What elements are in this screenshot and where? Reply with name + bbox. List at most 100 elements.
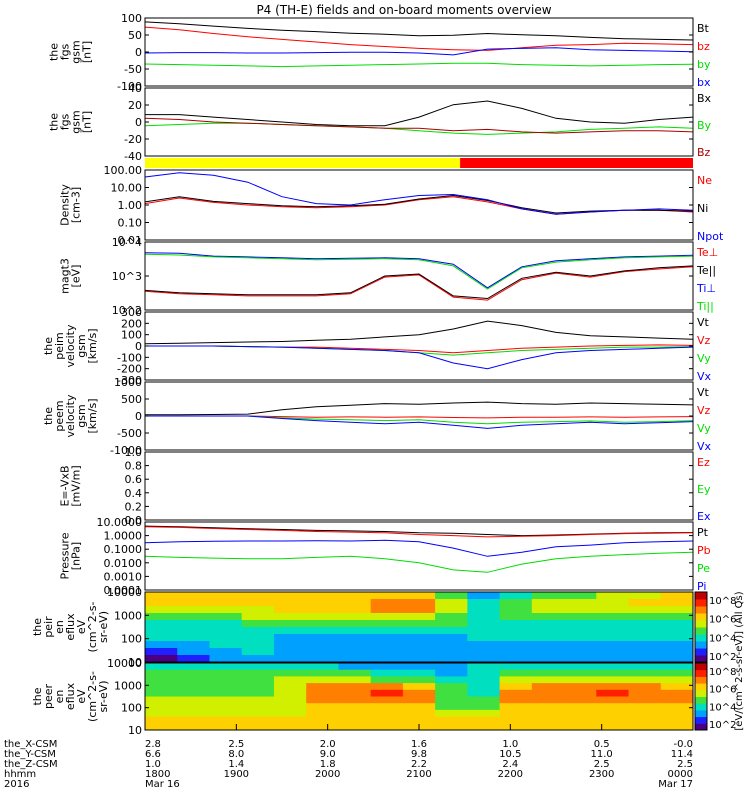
y-tick-label: 1.00 xyxy=(118,199,143,212)
y-tick-label: 0 xyxy=(135,340,142,353)
heatmap-cell xyxy=(209,663,243,671)
heatmap-cell xyxy=(628,641,662,649)
y-tick-label: 0.6 xyxy=(125,473,143,486)
heatmap-cell xyxy=(499,723,533,731)
y-axis-label-line: peem xyxy=(53,400,66,431)
y-axis-label-line: gsm xyxy=(75,404,88,427)
heatmap-cell xyxy=(338,606,372,614)
heatmap-cell xyxy=(338,655,372,663)
heatmap-cell xyxy=(467,648,501,656)
heatmap-cell xyxy=(402,676,436,684)
heatmap-cell xyxy=(241,627,275,635)
y-axis-label: thepeerenefluxeV(cm^2-s-sr-eV) xyxy=(31,671,110,722)
y-tick-label: 1000 xyxy=(114,679,142,692)
heatmap-cell xyxy=(306,669,339,677)
heatmap-cell xyxy=(467,655,501,663)
mode-segment xyxy=(145,158,461,168)
y-tick-label: 500 xyxy=(121,393,142,406)
x-tick-label: 2.2 xyxy=(411,759,427,770)
x-tick-label: 1900 xyxy=(224,769,249,780)
y-axis-label-line: velocity xyxy=(64,324,77,367)
heatmap-cell xyxy=(306,663,339,671)
heatmap-cell xyxy=(660,696,694,704)
y-tick-label: 10.0000 xyxy=(97,516,143,529)
heatmap-cell xyxy=(306,683,339,691)
heatmap-cell xyxy=(499,620,533,628)
heatmap-cell xyxy=(531,655,565,663)
y-tick-label: 100 xyxy=(121,329,142,342)
heatmap-cell xyxy=(467,599,501,607)
heatmap-cell xyxy=(596,676,630,684)
heatmap-cell xyxy=(145,676,178,684)
colorbar-swatch xyxy=(695,599,707,607)
heatmap-cell xyxy=(467,703,501,711)
heatmap-cell xyxy=(628,709,662,718)
heatmap-cell xyxy=(177,676,210,684)
heatmap-cell xyxy=(435,655,468,663)
heatmap-cell xyxy=(596,634,630,642)
panel-2 xyxy=(145,158,693,168)
y-axis-label: Density[cm-3] xyxy=(59,184,83,226)
heatmap-cell xyxy=(306,703,339,711)
heatmap-cell xyxy=(306,613,339,621)
heatmap-cell xyxy=(435,606,468,614)
colorbar-swatch xyxy=(695,683,707,691)
heatmap-cell xyxy=(531,676,565,684)
y-axis-label-line: gsm xyxy=(75,334,88,357)
heatmap-cell xyxy=(531,696,565,704)
heatmap-cell xyxy=(145,703,178,711)
heatmap-cell xyxy=(628,683,662,691)
y-tick-label: 0.4 xyxy=(125,487,143,500)
heatmap-cell xyxy=(531,613,565,621)
heatmap-cell xyxy=(499,648,533,656)
y-axis-label-line: peir xyxy=(42,616,55,638)
heatmap-cell xyxy=(660,683,694,691)
y-axis-label-line: eflux xyxy=(64,613,77,641)
y-tick-label: 10000 xyxy=(107,586,142,599)
heatmap-cell xyxy=(564,663,597,671)
y-tick-label: 0.8 xyxy=(125,460,143,473)
heatmap-cell xyxy=(467,669,501,677)
y-tick-label: 100 xyxy=(121,12,142,25)
heatmap-cell xyxy=(564,592,597,600)
heatmap-cell xyxy=(596,709,630,718)
series-line-Bx xyxy=(145,100,694,127)
heatmap-cell xyxy=(145,599,178,607)
heatmap-cell xyxy=(177,599,210,607)
y-tick-label: -1000 xyxy=(110,444,142,457)
heatmap-cell xyxy=(273,592,307,600)
y-tick-label: -500 xyxy=(117,427,142,440)
heatmap-cell xyxy=(306,627,339,635)
heatmap-cell xyxy=(628,655,662,663)
x-tick-label: 2200 xyxy=(498,769,523,780)
heatmap-cell xyxy=(145,655,178,663)
y-axis-label-line: sr-eV) xyxy=(97,680,110,712)
y-tick-label: 0 xyxy=(135,46,142,59)
heatmap-cell xyxy=(402,709,436,718)
heatmap-cell xyxy=(596,620,630,628)
heatmap-cell xyxy=(209,683,243,691)
x-tick-label: 1.0 xyxy=(502,739,518,750)
series-line-Te|| xyxy=(144,265,694,300)
heatmap-cell xyxy=(596,606,630,614)
heatmap-cell xyxy=(596,689,630,697)
heatmap-cell xyxy=(209,641,243,649)
heatmap-cell xyxy=(564,716,597,724)
heatmap-cell xyxy=(177,620,210,628)
heatmap-cell xyxy=(338,683,372,691)
heatmap-cell xyxy=(660,669,694,677)
mode-segment xyxy=(460,158,693,168)
heatmap-cell xyxy=(177,716,210,724)
heatmap-cell xyxy=(435,641,468,649)
heatmap-cell xyxy=(402,703,436,711)
heatmap-cell xyxy=(338,689,372,697)
heatmap-cell xyxy=(499,663,533,671)
colorbar-swatch xyxy=(695,613,707,621)
heatmap-cell xyxy=(531,663,565,671)
heatmap-cell xyxy=(628,613,662,621)
heatmap-cell xyxy=(499,669,533,677)
heatmap-cell xyxy=(660,613,694,621)
heatmap-cell xyxy=(338,641,372,649)
